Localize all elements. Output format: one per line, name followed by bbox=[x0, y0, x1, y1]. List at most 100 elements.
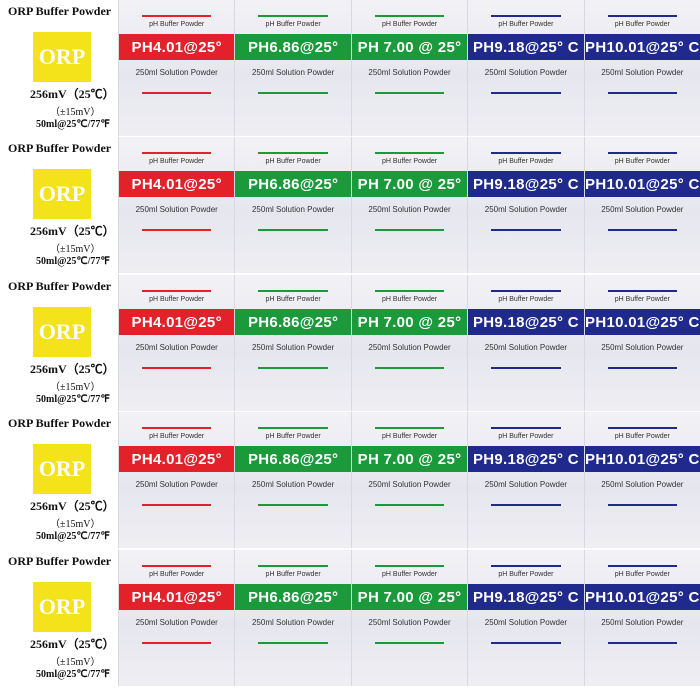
packet-subtitle: pH Buffer Powder bbox=[265, 571, 321, 578]
ph-sachet: pH Buffer Powder PH4.01@25° 250ml Solution… bbox=[118, 0, 235, 136]
packet-solution-text: 250ml Solution Powder bbox=[484, 205, 568, 214]
packet-bottom-rule bbox=[258, 504, 328, 506]
packet-bottom-rule bbox=[258, 642, 328, 644]
ph-value-band: PH10.01@25° C bbox=[584, 309, 700, 335]
ph-value-band: PH4.01@25° bbox=[119, 34, 235, 60]
packet-solution-text: 250ml Solution Powder bbox=[135, 618, 218, 627]
orp-buffer-sachet: ORP Buffer Powder ORP 256mV（25℃） （±15mV）… bbox=[0, 412, 118, 548]
orp-tolerance: （±15mV） bbox=[50, 107, 101, 118]
orp-badge-label: ORP bbox=[38, 594, 86, 619]
packet-top-rule bbox=[258, 565, 328, 567]
ph-value-band: PH9.18@25° C bbox=[468, 446, 584, 472]
packet-solution-text: 250ml Solution Powder bbox=[135, 343, 218, 352]
packet-bottom-rule bbox=[142, 367, 212, 369]
orp-buffer-sachet: ORP Buffer Powder ORP 256mV（25℃） （±15mV）… bbox=[0, 550, 118, 686]
packet-subtitle: pH Buffer Powder bbox=[381, 296, 438, 303]
ph-value-band: PH9.18@25° C bbox=[468, 309, 584, 335]
ph-sachet: pH Buffer Powder PH 7.00 @ 25° 250ml Solut… bbox=[350, 412, 468, 548]
packet-bottom-rule bbox=[491, 367, 561, 369]
orp-title: ORP Buffer Powder bbox=[8, 279, 112, 293]
orp-badge: ORP bbox=[33, 444, 91, 494]
packet-bottom-rule bbox=[142, 92, 212, 94]
ph-sachet: pH Buffer Powder PH6.86@25° 250ml Solution… bbox=[234, 550, 351, 686]
packet-subtitle: pH Buffer Powder bbox=[149, 296, 205, 303]
packet-subtitle: pH Buffer Powder bbox=[381, 158, 438, 165]
ph-sachet: pH Buffer Powder PH9.18@25° C 250ml Soluti… bbox=[467, 412, 584, 548]
packet-bottom-rule bbox=[142, 229, 212, 231]
sachet-row: ORP Buffer Powder ORP 256mV（25℃） （±15mV）… bbox=[0, 0, 700, 136]
packet-top-rule bbox=[374, 427, 445, 429]
ph-value-band: PH 7.00 @ 25° bbox=[351, 584, 468, 610]
packet-bottom-rule bbox=[258, 92, 328, 94]
packet-subtitle: pH Buffer Powder bbox=[614, 296, 670, 303]
packet-top-rule bbox=[491, 290, 561, 292]
packet-subtitle: pH Buffer Powder bbox=[265, 158, 321, 165]
packet-solution-text: 250ml Solution Powder bbox=[368, 205, 451, 214]
ph-value-band: PH6.86@25° bbox=[235, 309, 351, 335]
orp-badge-label: ORP bbox=[38, 44, 86, 69]
packet-subtitle: pH Buffer Powder bbox=[614, 571, 670, 578]
packet-bottom-rule bbox=[491, 92, 561, 94]
orp-badge: ORP bbox=[33, 307, 91, 357]
packet-solution-text: 250ml Solution Powder bbox=[251, 618, 335, 627]
ph-sachet: pH Buffer Powder PH6.86@25° 250ml Solution… bbox=[234, 412, 351, 548]
packet-solution-text: 250ml Solution Powder bbox=[484, 68, 568, 77]
ph-sachet: pH Buffer Powder PH6.86@25° 250ml Solution… bbox=[234, 0, 351, 136]
packet-top-rule bbox=[258, 290, 328, 292]
ph-value-band: PH4.01@25° bbox=[119, 309, 235, 335]
orp-badge: ORP bbox=[33, 582, 91, 632]
ph-value-band: PH9.18@25° C bbox=[468, 171, 584, 197]
packet-top-rule bbox=[374, 565, 445, 567]
ph-sachet: pH Buffer Powder PH6.86@25° 250ml Solution… bbox=[234, 275, 351, 411]
packet-top-rule bbox=[491, 427, 561, 429]
packet-subtitle: pH Buffer Powder bbox=[498, 158, 554, 165]
ph-sachet: pH Buffer Powder PH4.01@25° 250ml Solution… bbox=[118, 412, 235, 548]
packet-top-rule bbox=[258, 15, 328, 17]
packet-solution-text: 250ml Solution Powder bbox=[135, 205, 218, 214]
packet-top-rule bbox=[607, 152, 677, 154]
ph-sachet: pH Buffer Powder PH6.86@25° 250ml Solution… bbox=[234, 137, 351, 273]
packet-top-rule bbox=[142, 427, 212, 429]
ph-value-band: PH4.01@25° bbox=[119, 584, 235, 610]
orp-volume: 50ml@25℃/77℉ bbox=[36, 531, 110, 542]
packet-top-rule bbox=[607, 15, 677, 17]
ph-value-band: PH6.86@25° bbox=[235, 446, 351, 472]
packet-top-rule bbox=[607, 565, 677, 567]
orp-millivolt-value: 256mV（25℃） bbox=[30, 224, 115, 238]
ph-value-band: PH10.01@25° C bbox=[584, 34, 700, 60]
packet-subtitle: pH Buffer Powder bbox=[149, 158, 205, 165]
packet-top-rule bbox=[607, 290, 677, 292]
packet-subtitle: pH Buffer Powder bbox=[265, 21, 321, 28]
orp-title: ORP Buffer Powder bbox=[8, 554, 112, 568]
packet-solution-text: 250ml Solution Powder bbox=[601, 480, 684, 489]
packet-bottom-rule bbox=[374, 229, 445, 231]
orp-millivolt-value: 256mV（25℃） bbox=[30, 362, 115, 376]
ph-sachet: pH Buffer Powder PH10.01@25° C 250ml Solut… bbox=[583, 550, 700, 686]
ph-sachet: pH Buffer Powder PH10.01@25° C 250ml Solut… bbox=[583, 275, 700, 411]
orp-buffer-sachet: ORP Buffer Powder ORP 256mV（25℃） （±15mV）… bbox=[0, 275, 118, 411]
orp-tolerance: （±15mV） bbox=[50, 519, 101, 530]
ph-value-band: PH4.01@25° bbox=[119, 446, 235, 472]
packet-subtitle: pH Buffer Powder bbox=[498, 433, 554, 440]
ph-value-band: PH10.01@25° C bbox=[584, 171, 700, 197]
packet-top-rule bbox=[142, 15, 212, 17]
orp-tolerance: （±15mV） bbox=[50, 657, 101, 668]
ph-sachet: pH Buffer Powder PH 7.00 @ 25° 250ml Solut… bbox=[350, 137, 468, 273]
ph-value-band: PH10.01@25° C bbox=[584, 446, 700, 472]
ph-sachet: pH Buffer Powder PH4.01@25° 250ml Solution… bbox=[118, 137, 235, 273]
packet-subtitle: pH Buffer Powder bbox=[614, 433, 670, 440]
ph-sachet: pH Buffer Powder PH10.01@25° C 250ml Solut… bbox=[583, 137, 700, 273]
packet-solution-text: 250ml Solution Powder bbox=[601, 68, 684, 77]
orp-badge: ORP bbox=[33, 32, 91, 82]
sachet-row: ORP Buffer Powder ORP 256mV（25℃） （±15mV）… bbox=[0, 275, 700, 411]
ph-value-band: PH 7.00 @ 25° bbox=[351, 309, 468, 335]
ph-value-band: PH9.18@25° C bbox=[468, 584, 584, 610]
orp-buffer-sachet: ORP Buffer Powder ORP 256mV（25℃） （±15mV）… bbox=[0, 0, 118, 136]
packet-bottom-rule bbox=[374, 92, 445, 94]
packet-bottom-rule bbox=[374, 504, 445, 506]
packet-solution-text: 250ml Solution Powder bbox=[135, 68, 218, 77]
packet-top-rule bbox=[258, 152, 328, 154]
packet-top-rule bbox=[142, 565, 212, 567]
sachet-row: ORP Buffer Powder ORP 256mV（25℃） （±15mV）… bbox=[0, 412, 700, 548]
